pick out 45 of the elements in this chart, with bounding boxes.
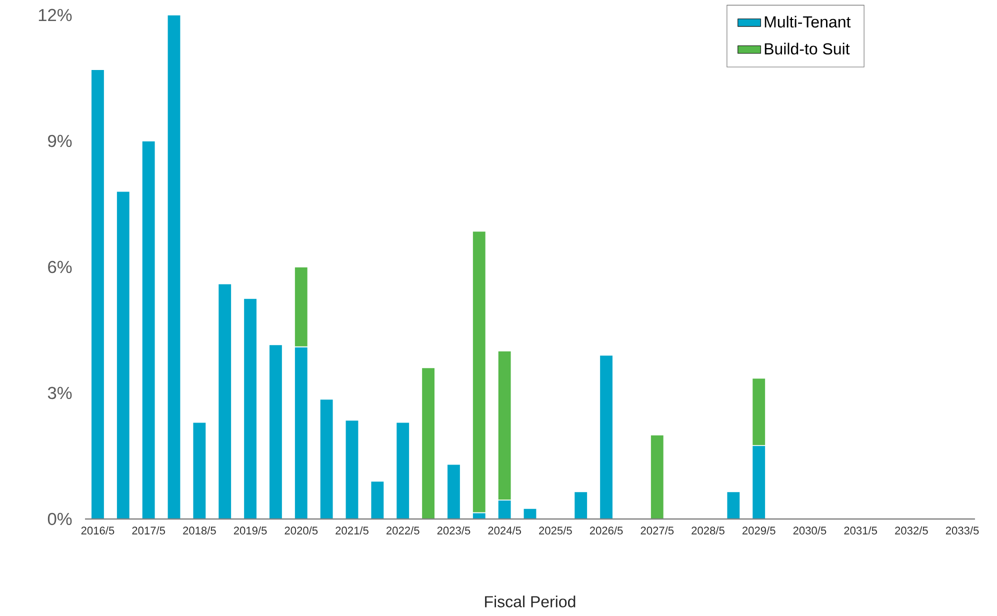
- x-tick-label: 2018/5: [183, 526, 216, 534]
- bar: [166, 14, 182, 520]
- x-tick-label: 2026/5: [590, 526, 623, 534]
- bar: [370, 480, 384, 520]
- y-tick-label: 6%: [48, 260, 72, 274]
- x-tick-label: 2032/5: [895, 526, 928, 534]
- bar: [320, 398, 334, 520]
- y-tick-label: 9%: [48, 134, 72, 148]
- x-tick-label: 2029/5: [742, 526, 776, 534]
- x-tick-label: 2023/5: [437, 526, 470, 534]
- bar: [90, 69, 105, 520]
- bar: [446, 464, 461, 520]
- x-tick-label: 2033/5: [946, 526, 979, 534]
- x-tick-label: 2016/5: [81, 526, 114, 534]
- y-tick-label: 0%: [48, 512, 72, 526]
- legend-label: Multi-Tenant: [764, 16, 851, 28]
- bar: [650, 434, 664, 520]
- bar: [116, 190, 130, 520]
- bar: [574, 491, 588, 520]
- bar: [218, 283, 232, 520]
- bar: [243, 298, 258, 520]
- bar: [396, 422, 410, 520]
- x-tick-label: 2024/5: [488, 526, 522, 534]
- bar: [268, 344, 283, 520]
- bar: [344, 420, 360, 520]
- x-tick-label: 2021/5: [336, 526, 368, 534]
- bar: [599, 354, 614, 520]
- y-tick-label: 12%: [38, 8, 72, 22]
- x-tick-label: 2019/5: [234, 526, 267, 534]
- x-tick-label: 2025/5: [539, 526, 572, 534]
- x-tick-label: 2022/5: [386, 526, 420, 534]
- x-tick-label: 2030/5: [793, 526, 826, 534]
- bar: [192, 422, 206, 520]
- bar: [726, 491, 740, 520]
- x-axis-title: Fiscal Period: [485, 596, 576, 608]
- x-tick-label: 2027/5: [640, 526, 674, 534]
- bar: [142, 140, 156, 520]
- legend-label: Build-to Suit: [764, 42, 850, 55]
- y-tick-label: 3%: [48, 386, 72, 400]
- bar: [522, 508, 538, 520]
- bar: [421, 367, 436, 520]
- x-tick-label: 2028/5: [692, 526, 724, 534]
- x-tick-label: 2031/5: [844, 526, 878, 534]
- x-tick-label: 2020/5: [284, 526, 318, 534]
- x-tick-label: 2017/5: [132, 526, 166, 534]
